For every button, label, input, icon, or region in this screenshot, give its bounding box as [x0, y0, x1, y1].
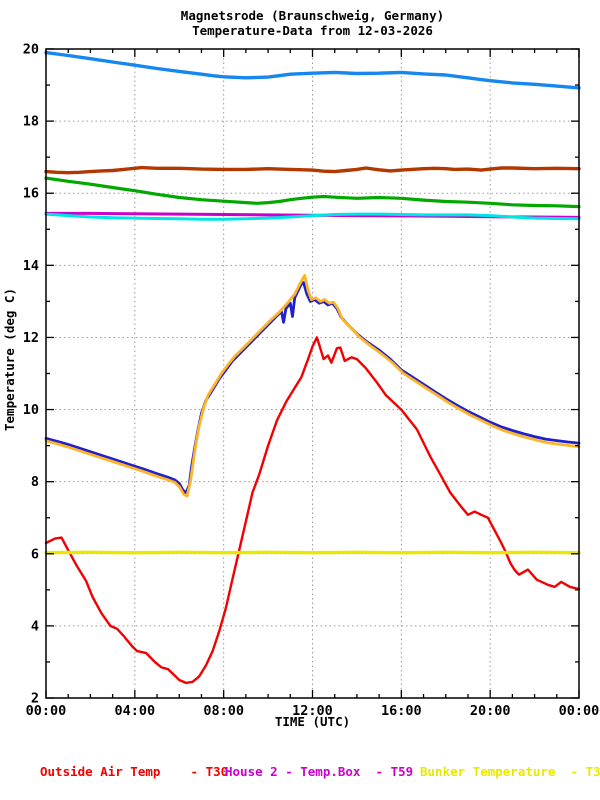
- series-T28: [44, 165, 581, 175]
- legend-column-3: Bunker Temperature - T31 House 3 - Exp. …: [420, 729, 600, 800]
- legend-entry-bunker: Bunker Temperature - T31: [420, 764, 600, 779]
- series-T55: [44, 50, 581, 90]
- series-T30: [44, 336, 581, 685]
- legend-entry-house2-tempbox: House 2 - Temp.Box - T59: [225, 764, 414, 779]
- y-tick-label: 2: [31, 691, 39, 707]
- chart-subtitle: Temperature-Data from 12-03-2026: [192, 23, 433, 38]
- x-axis-label: TIME (UTC): [274, 714, 351, 729]
- y-tick-label: 8: [31, 474, 39, 490]
- x-tick-label: 12:00: [292, 703, 333, 719]
- x-tick-label: 00:00: [559, 703, 600, 719]
- series-T51: [44, 281, 581, 495]
- y-tick-label: 4: [31, 618, 39, 634]
- legend-column-1: Outside Air Temp - T30 House 1 - Air Tem…: [40, 729, 228, 800]
- x-tick-label: 16:00: [381, 703, 422, 719]
- y-tick-label: 18: [23, 114, 39, 130]
- y-tick-label: 20: [23, 42, 39, 58]
- x-tick-label: 00:00: [26, 703, 67, 719]
- y-tick-label: 6: [31, 546, 39, 562]
- legend-entry-outside-air: Outside Air Temp - T30: [40, 764, 229, 779]
- y-tick-label: 16: [23, 186, 39, 202]
- chart-title-block: Magnetsrode (Braunschweig, Germany) Temp…: [46, 8, 579, 38]
- y-tick-label: 12: [23, 330, 39, 346]
- x-tick-label: 08:00: [203, 703, 244, 719]
- series-T07: [44, 212, 581, 221]
- series-T49: [44, 273, 581, 498]
- y-tick-label: 10: [23, 402, 39, 418]
- legend-column-2: House 2 - Temp.Box - T59 House 2 - MCF B…: [225, 729, 413, 800]
- y-tick-label: 14: [23, 258, 39, 274]
- series-T54: [44, 176, 581, 209]
- chart-title: Magnetsrode (Braunschweig, Germany): [180, 8, 445, 23]
- x-tick-label: 04:00: [115, 703, 156, 719]
- x-tick-label: 20:00: [470, 703, 511, 719]
